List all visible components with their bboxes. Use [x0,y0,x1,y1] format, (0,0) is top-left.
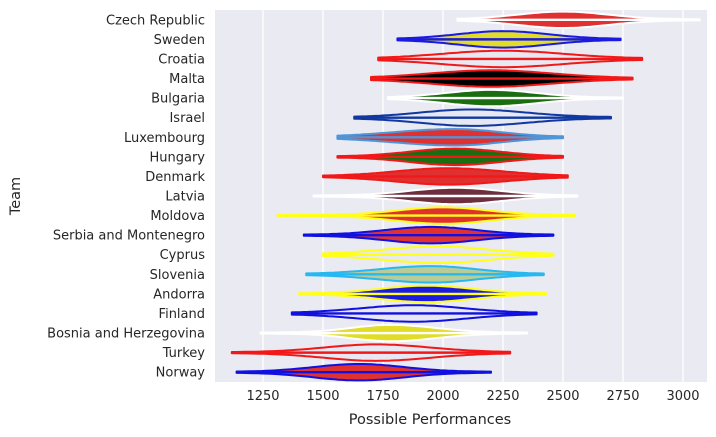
y-tick-labels: Czech Republic Sweden Croatia Malta Bulgaria… [47,13,205,380]
x-tick-1250: 1250 [246,389,279,404]
x-tick-2250: 2250 [486,389,519,404]
y-tick-label: Malta [169,72,205,87]
x-tick-2000: 2000 [426,389,459,404]
y-axis-label: Team [8,177,24,216]
y-tick-label: Croatia [158,52,205,67]
violins [230,10,701,382]
y-tick-label: Bosnia and Herzegovina [47,327,205,342]
y-tick-label: Turkey [162,346,206,361]
y-tick-label: Cyprus [160,248,206,263]
y-tick-label: Moldova [150,209,205,224]
y-tick-label: Sweden [154,33,205,48]
y-tick-label: Andorra [153,287,205,302]
y-tick-label: Latvia [165,190,205,205]
x-tick-2500: 2500 [546,389,579,404]
x-tick-3000: 3000 [666,389,699,404]
x-axis-label: Possible Performances [349,412,511,428]
y-tick-label: Slovenia [150,268,205,283]
x-tick-labels: 1250 1500 1750 2000 2250 2500 2750 3000 [246,389,699,404]
y-tick-label: Norway [156,366,206,381]
y-tick-label: Hungary [149,150,205,165]
y-tick-label: Serbia and Montenegro [53,229,205,244]
y-tick-label: Finland [159,307,205,322]
y-tick-label: Bulgaria [151,92,205,107]
x-tick-1750: 1750 [366,389,399,404]
y-tick-label: Luxembourg [124,131,205,146]
y-tick-label: Israel [169,111,205,126]
y-tick-label: Czech Republic [106,13,205,28]
x-tick-2750: 2750 [606,389,639,404]
y-tick-label: Denmark [145,170,205,185]
x-tick-1500: 1500 [306,389,339,404]
